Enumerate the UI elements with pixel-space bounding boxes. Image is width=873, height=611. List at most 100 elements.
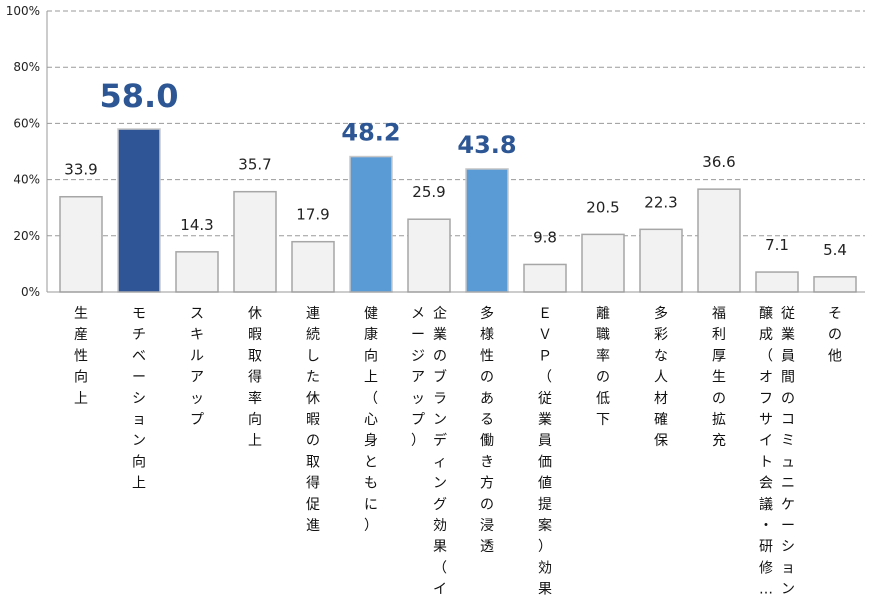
x-tick-char: 浸 [480,518,494,534]
x-tick-char: ト [759,454,773,470]
x-tick-char: の [433,348,447,364]
bar [175,251,219,293]
x-tick-char: ィ [433,454,447,470]
x-tick-char: ベ [132,348,146,364]
x-tick-char: Ｐ [538,348,552,364]
x-tick-char: ス [190,306,204,322]
x-tick-char: 多 [654,305,668,322]
x-tick-char: … [759,582,773,598]
x-tick-char: グ [433,497,447,513]
x-tick-char: 心 [364,412,378,428]
bar [465,168,509,293]
x-tick-char: ア [411,370,425,386]
x-tick-char: プ [190,412,204,428]
x-tick-char: 案 [538,517,552,534]
x-tick-char: 働 [480,433,494,449]
gridlines [47,10,865,237]
x-tick-char: ッ [411,391,425,407]
data-label: 35.7 [238,156,271,174]
x-tick-char: 福 [712,306,726,322]
x-tick-char: 離 [596,305,610,322]
x-tick-char: 企 [433,305,447,322]
x-tick-char: 休 [306,391,320,407]
x-tick-char: 休 [248,306,262,322]
x-tick-char: 低 [596,391,610,407]
y-tick-label: 20% [13,229,40,243]
x-tick-char: ケ [781,497,795,513]
x-tick-char: ー [781,518,795,534]
x-tick-char: の [480,497,494,513]
x-tick-char: 従 [538,391,552,407]
x-tick-char: Ｖ [538,327,552,343]
x-tick-char: Ｅ [538,306,552,322]
x-tick-char: 身 [364,433,378,449]
x-tick-char: チ [132,327,146,343]
x-tick-char: ニ [781,476,795,492]
x-tick-char: ー [411,327,425,343]
x-tick-char: 下 [596,412,610,428]
data-label: 20.5 [586,198,619,216]
x-tick-char: 率 [596,347,610,364]
x-tick-char: 取 [248,348,262,364]
x-tick-char: ラ [433,391,447,407]
x-tick-char: と [364,454,378,470]
y-tick-label: 80% [13,60,40,74]
x-tick-char: 様 [480,327,494,343]
x-tick-char: 値 [538,476,552,492]
x-tick-char: あ [480,391,494,407]
x-tick-char: ン [433,412,447,428]
x-tick-char: の [596,370,610,386]
bar [697,188,741,293]
x-tick-char: （ [433,560,447,576]
x-tick-char: 成 [759,327,773,343]
x-tick-char: き [480,454,494,470]
x-tick-char: 上 [132,476,146,492]
x-tick-char: 厚 [712,348,726,364]
x-tick-char: 会 [759,476,773,492]
x-tick-char: ・ [759,518,773,534]
x-tick-char: 業 [433,327,447,343]
x-tick-char: ） [411,433,425,449]
data-label: 58.0 [100,77,179,115]
bar [813,276,857,293]
x-tick-char: ョ [132,412,146,428]
x-tick-char: の [480,370,494,386]
x-tick-char: ッ [190,391,204,407]
x-tick-char: キ [190,327,204,343]
x-tick-char: 促 [306,497,320,513]
x-tick-char: 得 [248,369,262,386]
bar [349,155,393,293]
x-tick-char: 拡 [712,412,726,428]
x-tick-char: 保 [654,433,668,449]
x-tick-char: 修 [759,560,773,576]
x-tick-char: の [828,327,842,343]
data-labels: 33.9 58.0 14.3 35.7 17.9 48.2 25.9 43.8 9.8 20.5 2… [64,77,847,259]
x-tick-char: 職 [596,327,610,343]
x-axis-labels: 生産性向上モチベーション向上スキルアップ休暇取得率向上連続した休暇の取得促進健康… [74,305,842,598]
x-tick-char: 員 [538,433,552,449]
y-tick-label: 0% [21,285,40,299]
x-tick-char: 果 [538,582,552,598]
x-tick-char: 利 [712,327,726,343]
x-tick-char: 材 [654,391,668,407]
x-tick-char: サ [759,412,773,428]
x-tick-char: ュ [781,454,795,470]
x-tick-char: ブ [433,369,447,386]
x-tick-char: 充 [712,433,726,449]
x-tick-char: コ [781,412,795,428]
x-tick-char: 効 [538,560,552,576]
x-tick-char: 上 [248,433,262,449]
x-tick-char: に [364,497,378,513]
x-tick-char: 透 [480,539,494,555]
x-tick-char: 効 [433,518,447,534]
bar [639,228,683,293]
data-label: 7.1 [765,236,789,254]
